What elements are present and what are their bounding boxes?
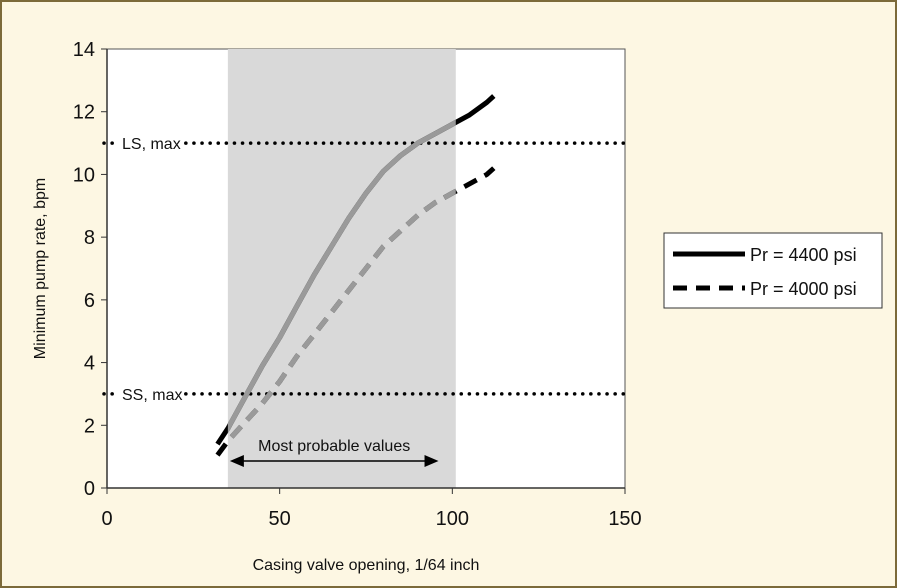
x-tick-label: 100 xyxy=(436,508,469,530)
probable-values-region xyxy=(227,49,456,488)
y-tick-label: 6 xyxy=(84,290,95,312)
x-axis-title: Casing valve opening, 1/64 inch xyxy=(253,557,480,574)
y-tick-label: 0 xyxy=(84,478,95,500)
y-tick-label: 4 xyxy=(84,353,95,375)
y-tick-label: 14 xyxy=(73,39,95,61)
series-line-0-shaded xyxy=(227,119,456,433)
legend: Pr = 4400 psi Pr = 4000 psi xyxy=(663,232,883,309)
arrow-right-head xyxy=(424,455,439,467)
x-tick-label: 0 xyxy=(101,508,112,530)
legend-label-0: Pr = 4400 psi xyxy=(750,245,857,265)
series-layer xyxy=(215,94,496,457)
reference-line-label: SS, max xyxy=(122,387,182,404)
reference-line-label: LS, max xyxy=(122,136,181,153)
series-line-1-shaded xyxy=(227,188,456,446)
y-axis-title: Minimum pump rate, bpm xyxy=(32,178,49,359)
reference-lines: LS, max SS, max xyxy=(102,132,627,404)
legend-label-1: Pr = 4000 psi xyxy=(750,279,857,299)
reference-line-1: SS, max xyxy=(102,382,627,404)
axes: 0 2 4 6 8 10 12 14 0 50 100 150 xyxy=(73,39,642,530)
legend-box xyxy=(663,232,883,309)
probable-values-annotation: Most probable values xyxy=(229,438,439,467)
y-tick-label: 2 xyxy=(84,415,95,437)
y-tick-label: 12 xyxy=(73,102,95,124)
x-tick-label: 50 xyxy=(269,508,291,530)
x-tick-label: 150 xyxy=(608,508,641,530)
arrow-left-head xyxy=(229,455,244,467)
probable-values-label: Most probable values xyxy=(258,438,410,455)
y-tick-label: 8 xyxy=(84,227,95,249)
y-tick-label: 10 xyxy=(73,164,95,186)
reference-line-0: LS, max xyxy=(102,132,627,153)
